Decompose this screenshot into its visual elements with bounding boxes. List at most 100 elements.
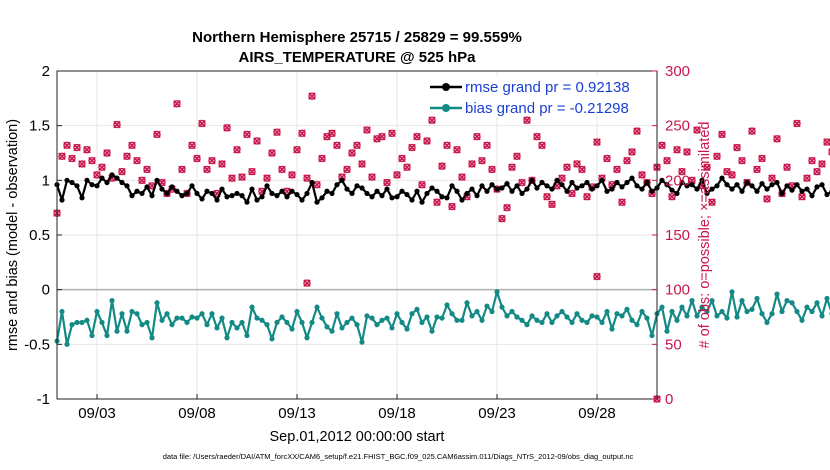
obs-possible-marker: [543, 193, 551, 201]
legend-bias-marker: [442, 104, 450, 112]
bias-point: [254, 315, 260, 321]
obs-assimilated-marker: [353, 141, 361, 150]
bias-point: [59, 308, 65, 315]
rmse-point: [359, 185, 365, 191]
obs-assimilated-marker: [348, 149, 356, 157]
rmse-point: [734, 182, 740, 188]
rmse-point: [199, 196, 205, 202]
rmse-point: [749, 183, 755, 189]
bias-point: [364, 313, 370, 319]
bias-point: [699, 304, 705, 310]
rmse-point: [764, 186, 770, 192]
bias-point: [269, 336, 275, 342]
obs-assimilated-marker: [178, 165, 186, 174]
rmse-point: [189, 183, 195, 189]
bias-point: [489, 308, 495, 315]
obs-assimilated-marker: [83, 145, 91, 154]
bias-point: [404, 326, 410, 332]
bias-point: [124, 328, 130, 334]
obs-possible-marker: [603, 154, 611, 163]
obs-assimilated-marker: [458, 173, 466, 181]
obs-possible-marker: [643, 178, 651, 187]
obs-possible-marker: [448, 202, 456, 211]
rmse-point: [319, 195, 325, 201]
obs-possible-marker: [358, 160, 366, 168]
rmse-point: [324, 188, 330, 194]
bias-point: [114, 328, 120, 334]
bias-point: [814, 300, 820, 306]
obs-possible-marker: [628, 148, 636, 156]
obs-assimilated-marker: [723, 167, 731, 176]
rmse-point: [714, 183, 720, 189]
obs-assimilated-marker: [518, 178, 526, 187]
bias-point: [799, 317, 805, 323]
obs-assimilated-marker: [123, 152, 131, 161]
obs-assimilated-marker: [718, 130, 726, 139]
rmse-point: [799, 188, 805, 194]
bias-point: [134, 311, 140, 317]
bias-point: [374, 322, 380, 328]
rmse-point: [309, 179, 315, 186]
bias-point: [764, 319, 770, 326]
obs-possible-marker: [218, 160, 226, 168]
rmse-point: [209, 190, 215, 197]
obs-possible-marker: [128, 141, 136, 150]
rmse-point: [499, 185, 505, 191]
bias-point: [789, 300, 795, 306]
obs-possible-marker: [528, 176, 536, 185]
bias-point: [274, 319, 280, 326]
rmse-point: [649, 188, 655, 194]
rmse-point: [429, 185, 435, 191]
rmse-point: [154, 177, 160, 183]
bias-point: [179, 315, 185, 321]
rmse-point: [284, 194, 290, 200]
obs-possible-marker: [243, 130, 251, 139]
obs-possible-marker: [473, 132, 481, 141]
obs-assimilated-marker: [498, 214, 506, 223]
obs-possible-marker: [478, 156, 486, 165]
bias-point: [819, 313, 825, 319]
legend-rmse-marker: [442, 83, 450, 91]
obs-assimilated-marker: [268, 149, 276, 157]
rmse-point: [434, 188, 440, 194]
obs-assimilated-marker: [403, 163, 411, 171]
obs-possible-marker: [763, 195, 771, 203]
rmse-point: [289, 188, 295, 194]
bias-point: [264, 322, 270, 328]
rmse-point: [249, 186, 255, 192]
obs-assimilated-marker: [508, 163, 516, 171]
bias-point: [549, 319, 555, 326]
rmse-point: [599, 177, 605, 183]
obs-possible-marker: [238, 173, 246, 181]
obs-possible-marker: [88, 156, 96, 165]
bias-point: [294, 308, 300, 315]
bias-point: [674, 317, 680, 323]
obs-possible-marker: [618, 198, 626, 206]
bias-point: [729, 289, 735, 295]
obs-assimilated-marker: [328, 129, 336, 138]
obs-assimilated-marker: [713, 152, 721, 161]
obs-assimilated-marker: [253, 137, 261, 145]
obs-possible-marker: [173, 100, 181, 108]
rmse-point: [239, 193, 245, 199]
rmse-point: [779, 190, 785, 197]
rmse-point: [519, 190, 525, 197]
obs-possible-marker: [828, 148, 830, 156]
bias-point: [479, 317, 485, 323]
bias-point: [184, 319, 190, 326]
obs-assimilated-marker: [138, 176, 146, 185]
obs-assimilated-marker: [688, 176, 696, 185]
obs-possible-marker: [193, 154, 201, 163]
rmse-point: [234, 190, 240, 197]
rmse-point: [454, 188, 460, 194]
bias-point: [694, 313, 700, 319]
obs-assimilated-marker: [483, 141, 491, 150]
rmse-point: [824, 191, 830, 198]
obs-assimilated-marker: [783, 163, 791, 171]
obs-assimilated-marker: [798, 192, 806, 201]
rmse-point: [729, 186, 735, 192]
bias-point: [94, 308, 100, 315]
obs-possible-marker: [138, 176, 146, 185]
bias-point: [474, 308, 480, 315]
rmse-point: [439, 194, 445, 200]
